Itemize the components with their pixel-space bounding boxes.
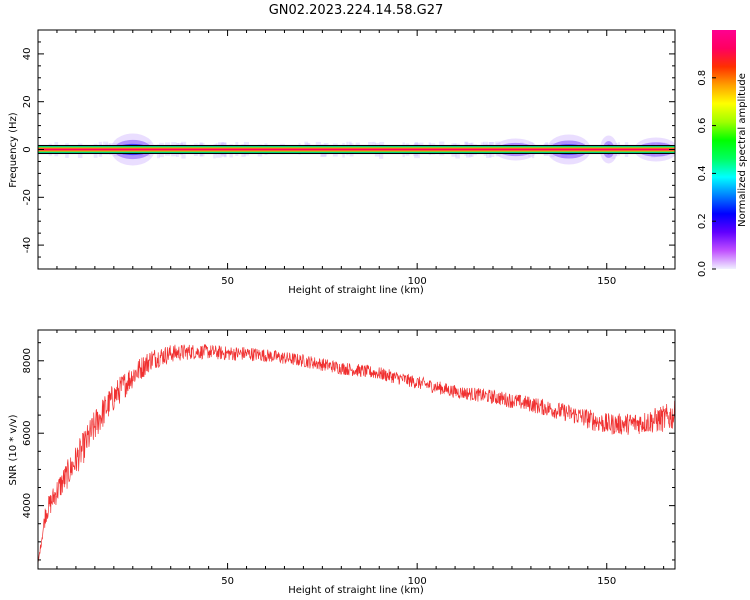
y-tick-label: 4000 [22, 493, 33, 518]
snr-series-line [38, 344, 675, 564]
snr-xlabel: Height of straight line (km) [288, 585, 424, 596]
heatmap-xlabel: Height of straight line (km) [288, 285, 424, 296]
y-tick-label: 0 [22, 146, 33, 152]
figure-title: GN02.2023.224.14.58.G27 [269, 3, 444, 18]
snr-ticks: 50 100 150 4000 6000 8000 [22, 330, 675, 587]
colorbar-tick-label: 0.6 [697, 118, 708, 134]
y-tick-label: -40 [22, 237, 33, 253]
snr-frame [37, 329, 676, 570]
heatmap-content [38, 133, 675, 166]
colorbar-tick-label: 0.2 [697, 213, 708, 229]
y-tick-label: 8000 [22, 348, 33, 373]
colorbar-bar [712, 30, 736, 269]
colorbar: 0.0 0.2 0.4 0.6 0.8 Normalized spectral ampl… [697, 30, 748, 277]
x-tick-label: 150 [597, 276, 616, 287]
x-tick-label: 150 [597, 576, 616, 587]
colorbar-tick-label: 0.0 [697, 261, 708, 277]
y-tick-label: 20 [22, 95, 33, 108]
colorbar-ticks: 0.0 0.2 0.4 0.6 0.8 [697, 70, 716, 277]
heatmap-panel: 50 100 150 -40 -20 0 20 40 Height of straight l… [8, 29, 676, 296]
colorbar-tick-label: 0.8 [697, 70, 708, 86]
snr-panel: 50 100 150 4000 6000 8000 Height of straight … [8, 329, 676, 596]
x-tick-label: 100 [408, 276, 427, 287]
snr-ylabel: SNR (10 * v/v) [8, 414, 19, 485]
x-tick-label: 100 [408, 576, 427, 587]
colorbar-label: Normalized spectral amplitude [737, 73, 748, 227]
y-tick-label: 6000 [22, 420, 33, 445]
colorbar-tick-label: 0.4 [697, 165, 708, 181]
heatmap-ylabel: Frequency (Hz) [8, 112, 19, 188]
heatmap-ticks: 50 100 150 -40 -20 0 20 40 [22, 29, 675, 287]
x-tick-label: 50 [221, 576, 234, 587]
y-tick-label: 40 [22, 48, 33, 61]
x-tick-label: 50 [221, 276, 234, 287]
y-tick-label: -20 [22, 189, 33, 205]
